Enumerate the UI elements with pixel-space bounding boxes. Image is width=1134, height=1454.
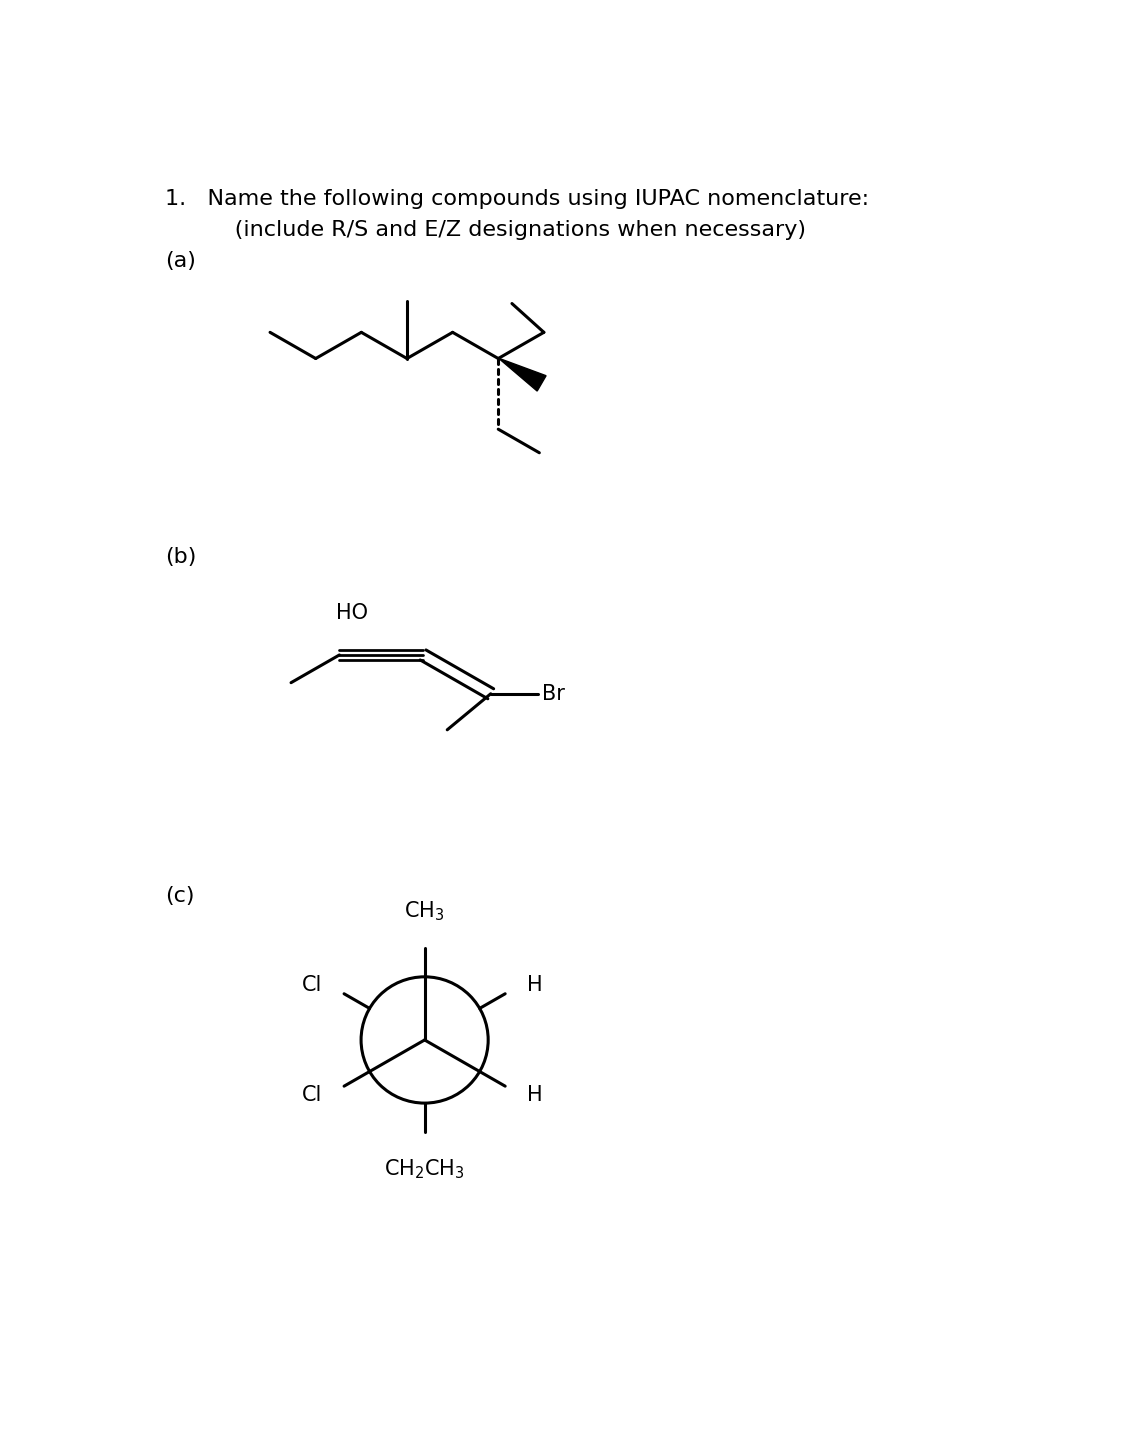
Text: (include R/S and E/Z designations when necessary): (include R/S and E/Z designations when n… xyxy=(192,220,806,240)
Text: H: H xyxy=(527,974,543,995)
Text: (c): (c) xyxy=(166,885,195,906)
Text: Cl: Cl xyxy=(302,1085,322,1105)
Text: HO: HO xyxy=(336,602,367,622)
Text: Cl: Cl xyxy=(302,974,322,995)
Text: CH$_2$CH$_3$: CH$_2$CH$_3$ xyxy=(384,1157,465,1181)
Text: Br: Br xyxy=(542,683,565,704)
Text: (b): (b) xyxy=(166,547,196,567)
Polygon shape xyxy=(499,358,547,391)
Text: H: H xyxy=(527,1085,543,1105)
Text: 1.   Name the following compounds using IUPAC nomenclature:: 1. Name the following compounds using IU… xyxy=(166,189,869,209)
Text: CH$_3$: CH$_3$ xyxy=(405,900,445,923)
Text: (a): (a) xyxy=(166,250,196,270)
